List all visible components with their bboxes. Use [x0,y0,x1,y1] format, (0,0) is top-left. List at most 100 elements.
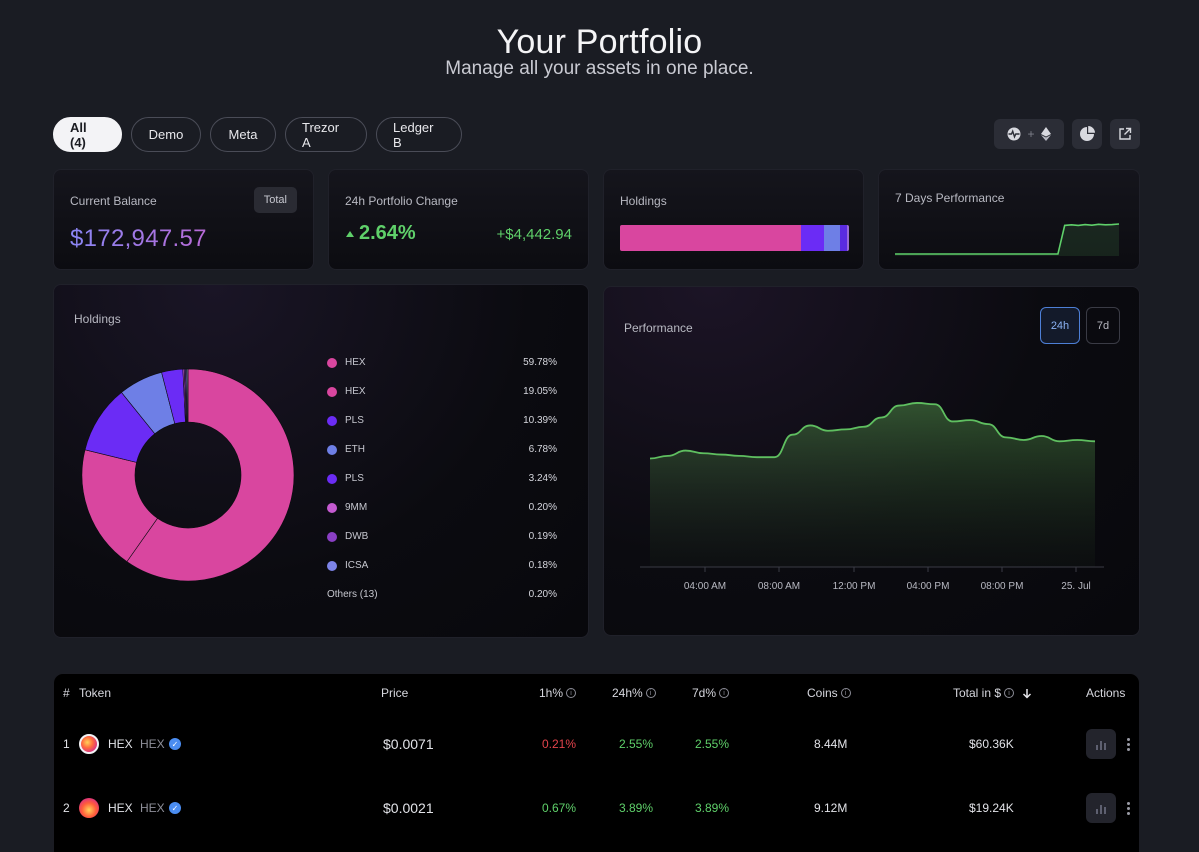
holdings-stacked-bar [620,225,849,251]
legend-swatch [327,386,337,397]
legend-label: HEX [345,357,366,368]
holdings-title: Holdings [74,312,121,326]
col-actions: Actions [1086,686,1126,700]
col-7d[interactable]: 7d% i [692,686,730,700]
holdings-bar-segment [824,225,840,251]
legend-item[interactable]: 9MM 0.20% [327,493,557,522]
donut-slice[interactable] [186,368,189,423]
legend-label: ICSA [345,560,369,571]
donut-slice[interactable] [126,368,295,582]
legend-swatch [327,357,337,368]
range-7d-button[interactable]: 7d [1086,307,1120,344]
legend-percent: 0.20% [528,502,557,513]
x-tick-label: 08:00 AM [758,581,800,592]
page-subtitle: Manage all your assets in one place. [445,58,754,79]
filter-ledger-b[interactable]: Ledger B [376,117,462,152]
col-total[interactable]: Total in $ i [953,686,1032,700]
holdings-summary-label: Holdings [620,194,667,208]
col-coins[interactable]: Coins i [807,686,851,700]
total-badge[interactable]: Total [253,187,297,213]
total-value: $19.24K [969,801,1014,815]
bar-chart-icon[interactable] [1086,729,1116,759]
legend-label: 9MM [345,502,368,513]
performance-area [650,402,1095,567]
verified-check-icon: ✓ [169,802,181,814]
legend-swatch [327,444,337,455]
triangle-up-icon [346,230,354,237]
row-rank: 1 [63,737,70,751]
change-card: 24h Portfolio Change 2.64% +$4,442.94 [328,169,589,270]
info-icon: i [1004,688,1015,698]
bar-chart-icon[interactable] [1086,793,1116,823]
token-name[interactable]: HEX [108,737,133,751]
x-tick-label: 04:00 AM [684,581,726,592]
change-1h: 0.67% [542,801,577,815]
assets-table: # Token Price 1h% i 24h% i 7d% i Coins i Tot… [53,673,1140,852]
perf7d-card: 7 Days Performance [878,169,1140,270]
filter-meta[interactable]: Meta [210,117,276,152]
token-price: $0.0021 [383,800,434,816]
legend-label: PLS [345,415,364,426]
change-1h: 0.21% [542,737,577,751]
legend-item[interactable]: ETH 6.78% [327,435,557,464]
pie-chart-button[interactable] [1072,119,1102,149]
col-24h[interactable]: 24h% i [612,686,656,700]
kebab-menu-icon[interactable] [1126,802,1130,815]
balance-card: Current Balance Total $172,947.57 [53,169,314,270]
legend-swatch [327,415,337,426]
legend-swatch [327,531,337,542]
x-tick-label: 12:00 PM [833,581,876,592]
holdings-bar-segment [847,225,849,251]
wallet-filter-tabs: All (4) Demo Meta Trezor A Ledger B [53,117,462,152]
perf7d-label: 7 Days Performance [895,191,1005,205]
filter-demo[interactable]: Demo [131,117,201,152]
kebab-menu-icon[interactable] [1126,738,1130,751]
change-7d: 2.55% [695,737,730,751]
hex-token-icon [79,798,99,818]
legend-item[interactable]: Others (13) 0.20% [327,580,557,609]
legend-item[interactable]: HEX 59.78% [327,348,557,377]
arrow-down-icon [1023,688,1032,699]
filter-trezor-a[interactable]: Trezor A [285,117,367,152]
export-button[interactable] [1110,119,1140,149]
legend-item[interactable]: DWB 0.19% [327,522,557,551]
verified-check-icon: ✓ [169,738,181,750]
performance-line [649,402,1096,460]
legend-swatch [327,473,337,484]
range-24h-button[interactable]: 24h [1040,307,1080,344]
legend-label: Others (13) [327,589,378,600]
legend-item[interactable]: PLS 3.24% [327,464,557,493]
change-7d: 3.89% [695,801,730,815]
performance-title: Performance [624,321,693,335]
holdings-bar-segment [839,225,848,251]
plus-icon: + [1027,127,1035,141]
info-icon: i [840,688,851,698]
token-name[interactable]: HEX [108,801,133,815]
legend-item[interactable]: PLS 10.39% [327,406,557,435]
balance-value: $172,947.57 [70,225,207,252]
x-tick-label: 25. Jul [1061,581,1090,592]
pie-chart-icon [1080,126,1095,141]
legend-percent: 0.19% [528,531,557,542]
x-tick-label: 04:00 PM [907,581,950,592]
col-price[interactable]: Price [381,686,409,700]
legend-percent: 6.78% [528,444,557,455]
coins-amount: 9.12M [814,801,848,815]
col-1h[interactable]: 1h% i [539,686,577,700]
perf7d-sparkline [895,223,1120,256]
legend-label: PLS [345,473,364,484]
legend-percent: 19.05% [523,386,557,397]
col-token[interactable]: Token [79,686,112,700]
holdings-bar-segment [800,225,825,251]
holdings-donut-chart [81,368,295,582]
change-24h: 2.55% [619,737,654,751]
sparkline-line [895,223,1120,255]
legend-item[interactable]: ICSA 0.18% [327,551,557,580]
filter-all[interactable]: All (4) [53,117,122,152]
legend-percent: 10.39% [523,415,557,426]
legend-item[interactable]: HEX 19.05% [327,377,557,406]
connect-chains-button[interactable]: + [994,119,1064,149]
row-rank: 2 [63,801,70,815]
holdings-bar-segment [620,225,801,251]
external-link-icon [1119,127,1132,140]
